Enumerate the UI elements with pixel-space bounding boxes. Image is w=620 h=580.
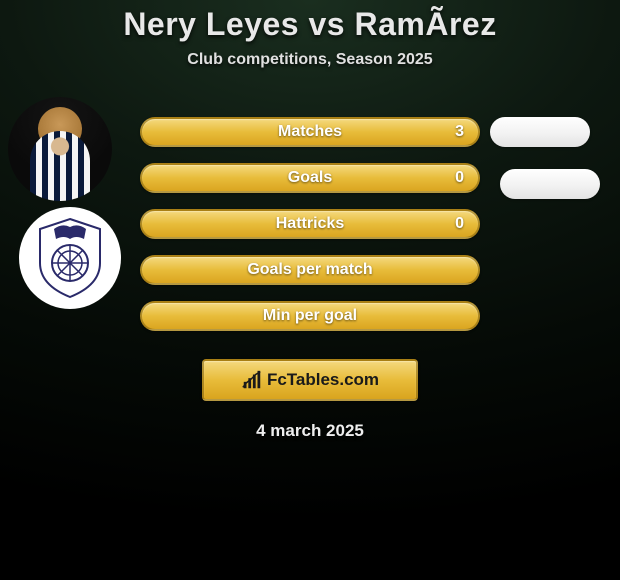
bar-value: 0	[455, 169, 464, 187]
opponent-pill-1	[490, 117, 590, 147]
bar-label: Min per goal	[263, 307, 357, 325]
source-badge[interactable]: FcTables.com	[202, 359, 418, 401]
bar-goals-per-match: Goals per match	[140, 255, 480, 285]
page-subtitle: Club competitions, Season 2025	[0, 51, 620, 69]
chart-bars-icon	[241, 369, 263, 391]
player-avatar	[8, 97, 112, 201]
chart-area: Matches 3 Goals 0 Hattricks 0 Goals per …	[0, 101, 620, 341]
bar-label: Goals per match	[247, 261, 372, 279]
club-avatar	[19, 207, 121, 309]
opponent-pill-2	[500, 169, 600, 199]
bar-matches: Matches 3	[140, 117, 480, 147]
bar-min-per-goal: Min per goal	[140, 301, 480, 331]
bar-hattricks: Hattricks 0	[140, 209, 480, 239]
date-label: 4 march 2025	[0, 421, 620, 441]
bar-label: Goals	[288, 169, 332, 187]
page-title: Nery Leyes vs RamÃ­rez	[0, 6, 620, 43]
stat-bars: Matches 3 Goals 0 Hattricks 0 Goals per …	[140, 117, 480, 347]
content: Nery Leyes vs RamÃ­rez Club competitions…	[0, 0, 620, 441]
bar-value: 0	[455, 215, 464, 233]
bar-label: Hattricks	[276, 215, 344, 233]
source-badge-text: FcTables.com	[267, 370, 379, 390]
bar-value: 3	[455, 123, 464, 141]
bar-goals: Goals 0	[140, 163, 480, 193]
club-crest-icon	[34, 217, 106, 299]
bar-label: Matches	[278, 123, 342, 141]
